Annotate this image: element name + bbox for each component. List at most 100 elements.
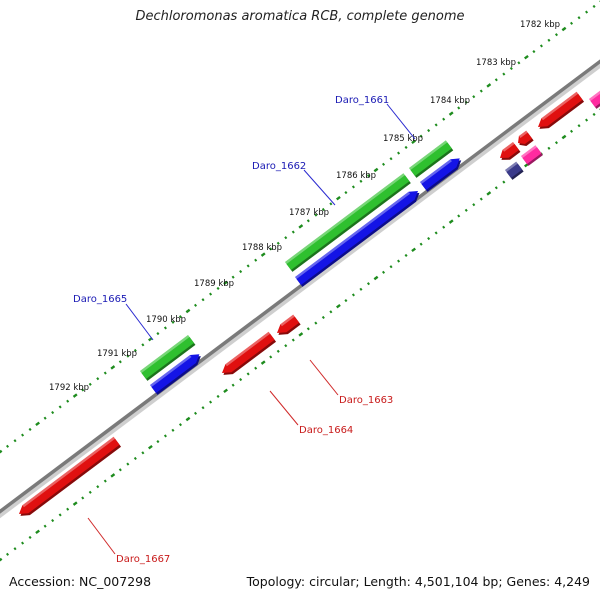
outer-tick bbox=[359, 179, 363, 183]
outer-tick bbox=[335, 195, 341, 201]
kbp-label-1790: 1790 kbp bbox=[146, 315, 186, 325]
outer-tick bbox=[539, 44, 543, 48]
gene-daro-1661-green-highlight bbox=[409, 140, 448, 170]
outer-tick bbox=[28, 427, 32, 432]
inner-tick bbox=[389, 265, 393, 269]
inner-tick bbox=[51, 518, 55, 523]
gene-daro-1665-blue[interactable] bbox=[150, 354, 200, 393]
gene-label-daro-1661[interactable]: Daro_1661 bbox=[335, 95, 389, 106]
outer-tick bbox=[344, 191, 348, 195]
inner-tick bbox=[110, 473, 116, 478]
gene-daro-1662-green-highlight bbox=[285, 173, 405, 264]
leader-daro-1662 bbox=[303, 169, 336, 206]
gene-daro-1667-red[interactable] bbox=[19, 436, 120, 514]
outer-tick bbox=[51, 410, 55, 415]
gene-red-upper-1-highlight bbox=[541, 91, 579, 121]
gene-daro-1661-blue[interactable] bbox=[420, 158, 460, 190]
gene-pink-upper-highlight bbox=[589, 90, 600, 101]
gene-label-daro-1663[interactable]: Daro_1663 bbox=[339, 395, 393, 406]
gene-pink-upper[interactable] bbox=[589, 90, 600, 107]
outer-tick bbox=[517, 61, 521, 65]
outer-tick bbox=[254, 258, 258, 262]
inner-tick bbox=[21, 541, 25, 545]
inner-tick bbox=[81, 496, 85, 500]
leader-daro-1664 bbox=[269, 390, 299, 426]
kbp-label-1786: 1786 kbp bbox=[336, 171, 376, 181]
outer-tick bbox=[397, 151, 401, 155]
inner-tick bbox=[141, 451, 145, 455]
gene-label-daro-1662[interactable]: Daro_1662 bbox=[252, 161, 306, 172]
outer-tick bbox=[442, 117, 446, 121]
outer-tick bbox=[156, 331, 160, 336]
outer-tick bbox=[321, 207, 325, 212]
gene-daro-1662-blue[interactable] bbox=[295, 191, 418, 285]
inner-tick bbox=[373, 275, 379, 281]
gene-daro-1662-green[interactable] bbox=[285, 173, 410, 270]
gene-pink-mid[interactable] bbox=[521, 145, 542, 164]
outer-tick bbox=[404, 145, 408, 149]
inner-tick bbox=[13, 547, 17, 551]
inner-tick bbox=[404, 253, 408, 258]
outer-tick bbox=[373, 167, 379, 173]
outer-tick bbox=[103, 371, 107, 375]
gene-label-daro-1665[interactable]: Daro_1665 bbox=[73, 294, 127, 305]
inner-tick bbox=[58, 513, 62, 517]
gene-red-upper-1[interactable] bbox=[538, 91, 583, 127]
gene-daro-1661-green[interactable] bbox=[409, 140, 452, 176]
kbp-label-1792: 1792 kbp bbox=[49, 383, 89, 393]
gene-daro-1662-blue-highlight bbox=[295, 191, 411, 279]
gene-daro-1663-red[interactable] bbox=[222, 331, 275, 373]
inner-tick bbox=[314, 321, 318, 325]
outer-tick bbox=[523, 54, 529, 60]
gene-purple-mid[interactable] bbox=[505, 161, 523, 178]
gene-label-daro-1667[interactable]: Daro_1667 bbox=[116, 554, 170, 565]
gene-pink-mid-highlight bbox=[521, 145, 537, 158]
kbp-label-1791: 1791 kbp bbox=[97, 349, 137, 359]
outer-tick bbox=[419, 134, 423, 138]
inner-tick bbox=[35, 529, 41, 535]
inner-tick bbox=[366, 282, 370, 286]
gene-daro-1665-blue-highlight bbox=[150, 355, 192, 387]
leader-daro-1663 bbox=[309, 359, 339, 396]
gene-red-upper-2[interactable] bbox=[500, 142, 519, 158]
inner-tick bbox=[561, 134, 567, 140]
inner-tick bbox=[306, 327, 310, 331]
outer-tick bbox=[561, 26, 567, 32]
inner-tick bbox=[276, 349, 280, 353]
genome-backbone-shadow bbox=[0, 60, 600, 519]
outer-tick bbox=[547, 38, 551, 42]
inner-tick bbox=[118, 468, 122, 472]
outer-tick bbox=[479, 89, 483, 93]
inner-tick bbox=[321, 315, 325, 320]
gene-daro-1664-red[interactable] bbox=[277, 314, 300, 333]
kbp-label-1785: 1785 kbp bbox=[383, 134, 423, 144]
inner-tick bbox=[502, 180, 506, 184]
outer-tick bbox=[291, 230, 295, 234]
outer-tick bbox=[178, 315, 182, 319]
gene-red-upper-3[interactable] bbox=[518, 130, 533, 145]
inner-tick bbox=[329, 310, 333, 314]
inner-tick bbox=[344, 298, 348, 303]
inner-tick bbox=[171, 428, 175, 432]
inner-tick bbox=[254, 366, 258, 370]
outer-tick bbox=[21, 433, 25, 437]
outer-tick bbox=[96, 377, 100, 381]
outer-tick bbox=[314, 213, 318, 217]
gene-daro-1665-green[interactable] bbox=[140, 335, 194, 379]
inner-tick bbox=[246, 372, 250, 376]
gene-daro-1665-green-highlight bbox=[140, 335, 190, 373]
outer-tick bbox=[427, 128, 431, 133]
outer-tick bbox=[509, 66, 513, 71]
outer-tick bbox=[381, 162, 386, 166]
genome-summary-text: Topology: circular; Length: 4,501,104 bp… bbox=[246, 574, 590, 589]
outer-tick bbox=[239, 269, 243, 274]
gene-label-daro-1664[interactable]: Daro_1664 bbox=[299, 425, 353, 436]
outer-tick bbox=[66, 399, 70, 403]
leader-daro-1667 bbox=[87, 517, 116, 555]
outer-tick bbox=[72, 393, 78, 398]
outer-tick bbox=[201, 298, 205, 302]
gene-daro-1663-red-highlight bbox=[225, 331, 271, 367]
outer-tick bbox=[118, 360, 122, 364]
inner-tick bbox=[66, 507, 70, 511]
inner-tick bbox=[411, 247, 417, 253]
